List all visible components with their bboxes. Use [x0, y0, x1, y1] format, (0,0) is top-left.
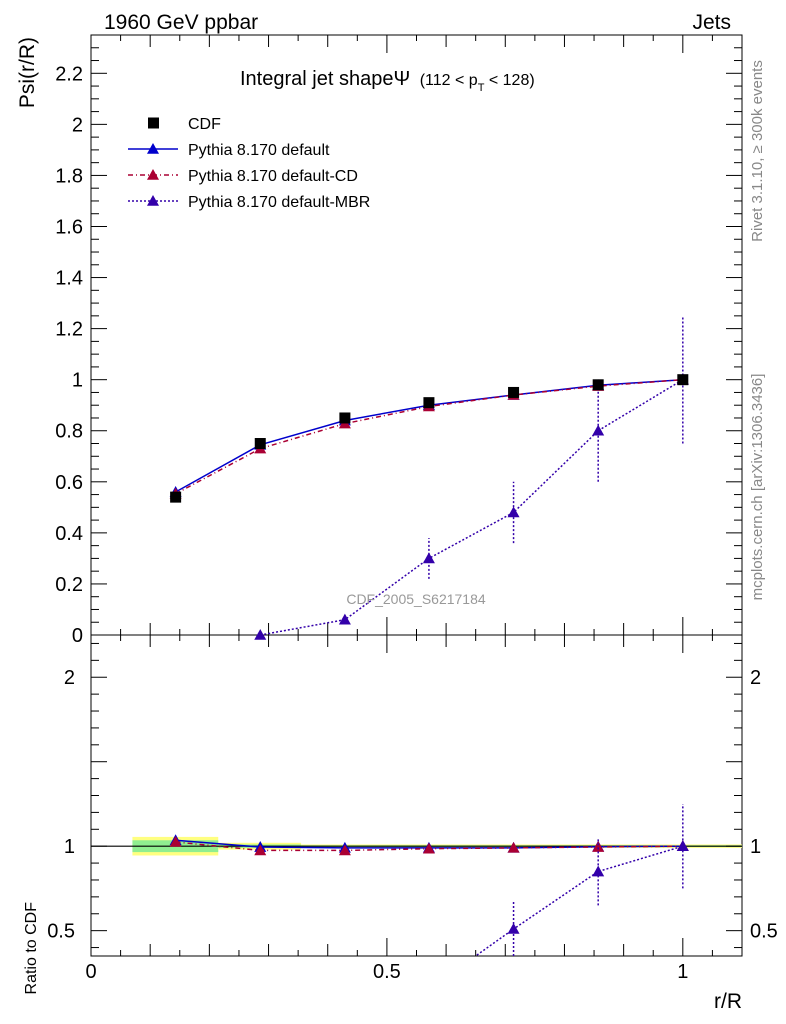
- top-title-end: < 128): [484, 72, 534, 89]
- top-y-tick-label: 1.8: [55, 165, 83, 187]
- top-y-tick-label: 2.2: [55, 63, 83, 85]
- top-title-suffix: (112 < p: [420, 72, 478, 89]
- bottom-series-marker: [338, 844, 351, 856]
- x-axis-label: r/R: [714, 990, 742, 1013]
- cdf-data-point: [592, 379, 604, 391]
- bottom-y-tick-label: 0.5: [47, 921, 75, 943]
- cdf-data-point: [170, 491, 182, 503]
- data-series: [169, 315, 689, 956]
- top-series-marker: [422, 552, 435, 564]
- bottom-y-tick-label-right: 2: [750, 667, 761, 689]
- top-y-tick-label: 0.8: [55, 421, 83, 443]
- top-series-marker: [507, 506, 520, 518]
- top-y-tick-label: 1.2: [55, 319, 83, 341]
- top-y-tick-label: 0: [72, 625, 83, 647]
- top-y-tick-label: 0.2: [55, 574, 83, 596]
- bottom-series-marker: [507, 922, 520, 934]
- bottom-series-marker: [676, 840, 689, 851]
- bottom-series-line: [474, 845, 684, 956]
- top-series-line: [260, 379, 684, 635]
- top-series-marker: [338, 613, 351, 625]
- top-series-marker: [254, 629, 267, 640]
- legend-label: Pythia 8.170 default: [188, 142, 330, 159]
- bottom-y-tick-label: 1: [64, 836, 75, 858]
- axis-tick-labels: 0 0.2 0.4 0.6 0.8 1 1.2 1.4 1.6 1.8 2 2.2 0 0.5 1 0.5 0.…: [47, 63, 778, 983]
- top-title-sub: T: [478, 82, 485, 94]
- top-title: Integral jet shapeΨ (112 < pT < 128): [240, 68, 535, 94]
- cdf-data-point: [508, 386, 520, 398]
- cdf-data-point: [677, 374, 689, 386]
- legend-cdf-marker: [148, 117, 159, 129]
- bottom-series-marker: [169, 835, 182, 847]
- mcplots-label: mcplots.cern.ch [arXiv:1306.3436]: [749, 374, 766, 601]
- bottom-y-tick-label: 2: [64, 667, 75, 689]
- bottom-y-tick-label-right: 1: [750, 836, 761, 858]
- cdf-data-point: [339, 412, 351, 424]
- bottom-series-marker: [592, 841, 605, 852]
- axis-ticks: [90, 34, 743, 956]
- bottom-series-marker: [422, 842, 435, 854]
- bottom-panel-frame: [90, 634, 743, 957]
- legend-marker: [147, 169, 159, 180]
- top-y-tick-label: 0.4: [55, 523, 83, 545]
- legend-label: CDF: [188, 116, 221, 133]
- bottom-ylabel: Ratio to CDF: [23, 902, 40, 995]
- bottom-series-marker: [592, 865, 605, 877]
- top-y-tick-label: 0.6: [55, 472, 83, 494]
- x-tick-label: 1: [677, 961, 688, 983]
- x-tick-label: 0.5: [373, 961, 401, 983]
- legend-marker: [147, 195, 159, 206]
- bottom-y-tick-label-right: 0.5: [750, 921, 778, 943]
- top-series-marker: [592, 424, 605, 436]
- top-y-tick-label: 2: [72, 114, 83, 136]
- top-y-tick-label: 1: [72, 370, 83, 392]
- legend-label: Pythia 8.170 default-CD: [188, 168, 358, 185]
- top-series-line: [175, 378, 683, 493]
- legend-label: Pythia 8.170 default-MBR: [188, 194, 370, 211]
- bottom-series-marker: [507, 841, 520, 853]
- rivet-label: Rivet 3.1.10, ≥ 300k events: [749, 60, 766, 242]
- header-left: 1960 GeV ppbar: [104, 11, 258, 34]
- legend-marker: [147, 143, 159, 154]
- watermark: CDF_2005_S6217184: [346, 591, 486, 607]
- top-title-main: Integral jet shapeΨ: [240, 68, 410, 90]
- top-ylabel: Psi(r/R): [16, 37, 39, 108]
- x-tick-label: 0: [85, 961, 96, 983]
- top-y-tick-label: 1.6: [55, 216, 83, 238]
- bottom-series-marker: [254, 844, 267, 856]
- cdf-data-point: [423, 397, 435, 409]
- top-series-line: [175, 378, 683, 495]
- header-right: Jets: [692, 11, 731, 34]
- legend: CDF Pythia 8.170 default Pythia 8.170 defa…: [128, 116, 370, 211]
- cdf-data-point: [254, 438, 266, 450]
- top-y-tick-label: 1.4: [55, 268, 83, 290]
